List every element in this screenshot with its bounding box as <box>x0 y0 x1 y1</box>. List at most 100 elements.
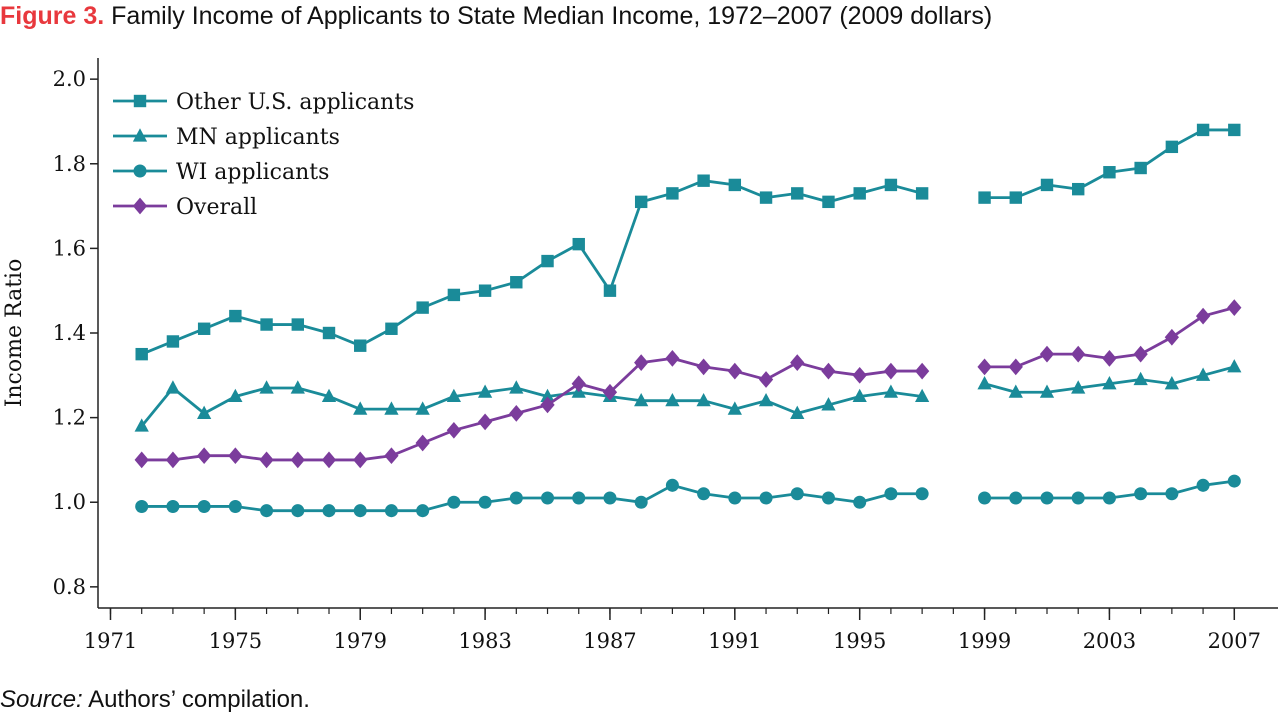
diamond-marker <box>602 383 618 401</box>
diamond-marker <box>977 358 992 376</box>
circle-marker <box>1071 491 1085 505</box>
circle-marker <box>291 504 305 518</box>
square-marker <box>1196 123 1210 137</box>
triangle-marker <box>1102 376 1117 390</box>
triangle-marker <box>290 380 305 394</box>
triangle-marker <box>1133 371 1148 386</box>
triangle-marker <box>477 384 493 398</box>
square-marker <box>634 195 648 209</box>
square-marker <box>197 322 211 335</box>
circle-marker <box>572 491 586 505</box>
diamond-marker <box>821 362 836 380</box>
figure-title-text: Family Income of Applicants to State Med… <box>111 2 993 30</box>
circle-marker <box>166 499 180 513</box>
circle-marker <box>353 504 367 518</box>
y-tick-label: 0.8 <box>53 575 86 599</box>
circle-marker <box>1009 491 1023 505</box>
square-marker <box>915 187 929 200</box>
diamond-marker <box>634 354 649 371</box>
series-diamond <box>134 299 1242 469</box>
diamond-marker <box>696 358 711 376</box>
square-marker <box>572 237 585 251</box>
triangle-marker <box>727 401 742 415</box>
diamond-marker <box>290 451 305 469</box>
circle-marker <box>228 499 242 513</box>
figure-label: Figure 3. <box>0 2 105 30</box>
circle-marker <box>541 491 555 505</box>
square-marker <box>260 318 273 331</box>
square-marker <box>322 326 336 340</box>
diamond-marker <box>446 421 462 439</box>
circle-marker <box>1227 474 1241 488</box>
triangle-marker <box>883 384 899 398</box>
series-square <box>135 123 1241 361</box>
triangle-marker <box>132 128 148 142</box>
series-line <box>141 179 923 356</box>
diamond-marker <box>727 362 742 380</box>
square-marker <box>541 254 554 268</box>
diamond-marker <box>540 396 555 414</box>
series-line <box>140 386 923 427</box>
square-marker <box>791 187 804 200</box>
triangle-marker <box>1071 380 1086 394</box>
triangle-marker <box>353 401 368 415</box>
y-tick-label: 1.8 <box>53 152 86 176</box>
square-marker <box>447 288 461 302</box>
diamond-marker <box>132 197 148 215</box>
chart-axes: 0.8 1.0 1.2 1.4 1.6 1.8 2.0 1971 1975 1979 1983 198… <box>2 58 1278 653</box>
triangle-marker <box>384 401 399 415</box>
circle-marker <box>133 164 147 178</box>
circle-marker <box>853 495 867 509</box>
source-text: Authors’ compilation. <box>88 686 310 713</box>
circle-marker <box>728 491 742 505</box>
diamond-marker <box>1164 328 1179 346</box>
x-tick-label: 2007 <box>1208 629 1261 653</box>
x-tick-label: 1995 <box>833 629 886 653</box>
circle-marker <box>821 491 835 505</box>
diamond-marker <box>1227 299 1242 316</box>
legend-entry: MN applicants <box>113 125 340 150</box>
circle-marker <box>1196 478 1210 492</box>
diamond-marker <box>509 405 524 422</box>
diamond-marker <box>914 362 930 380</box>
circle-marker <box>384 504 398 518</box>
square-marker <box>229 309 242 323</box>
legend-label: Overall <box>176 195 257 220</box>
triangle-marker <box>665 392 680 407</box>
x-tick-label: 1975 <box>209 629 262 653</box>
triangle-marker <box>977 376 992 390</box>
diamond-marker <box>665 350 680 367</box>
square-marker <box>166 335 180 348</box>
chart-legend: Other U.S. applicants MN applicants WI app… <box>113 90 414 220</box>
circle-marker <box>665 478 679 492</box>
legend-entry: WI applicants <box>113 160 329 185</box>
triangle-marker <box>259 380 274 394</box>
chart-plot-area <box>134 123 1242 518</box>
circle-marker <box>1102 491 1116 505</box>
circle-marker <box>322 504 336 518</box>
triangle-marker <box>758 392 774 407</box>
source-label: Source: <box>0 686 83 713</box>
figure-title: Figure 3. Family Income of Applicants to… <box>0 2 992 31</box>
diamond-marker <box>852 366 867 384</box>
y-axis-title: Income Ratio <box>2 259 27 408</box>
y-tick-label: 2.0 <box>53 67 86 91</box>
square-marker <box>1165 140 1179 154</box>
triangle-marker <box>1164 376 1179 390</box>
triangle-marker <box>1039 384 1055 398</box>
circle-marker <box>634 495 648 509</box>
square-marker <box>133 94 147 108</box>
square-marker <box>385 322 398 335</box>
triangle-marker <box>509 380 524 394</box>
legend-label: MN applicants <box>176 125 340 150</box>
square-marker <box>1072 182 1085 196</box>
square-marker <box>978 191 991 204</box>
circle-marker <box>915 487 929 501</box>
circle-marker <box>416 504 430 518</box>
series-line <box>141 356 923 462</box>
triangle-marker <box>415 401 430 415</box>
diamond-marker <box>134 451 149 469</box>
diamond-marker <box>197 447 212 465</box>
diamond-marker <box>571 375 586 393</box>
diamond-marker <box>1102 350 1117 367</box>
